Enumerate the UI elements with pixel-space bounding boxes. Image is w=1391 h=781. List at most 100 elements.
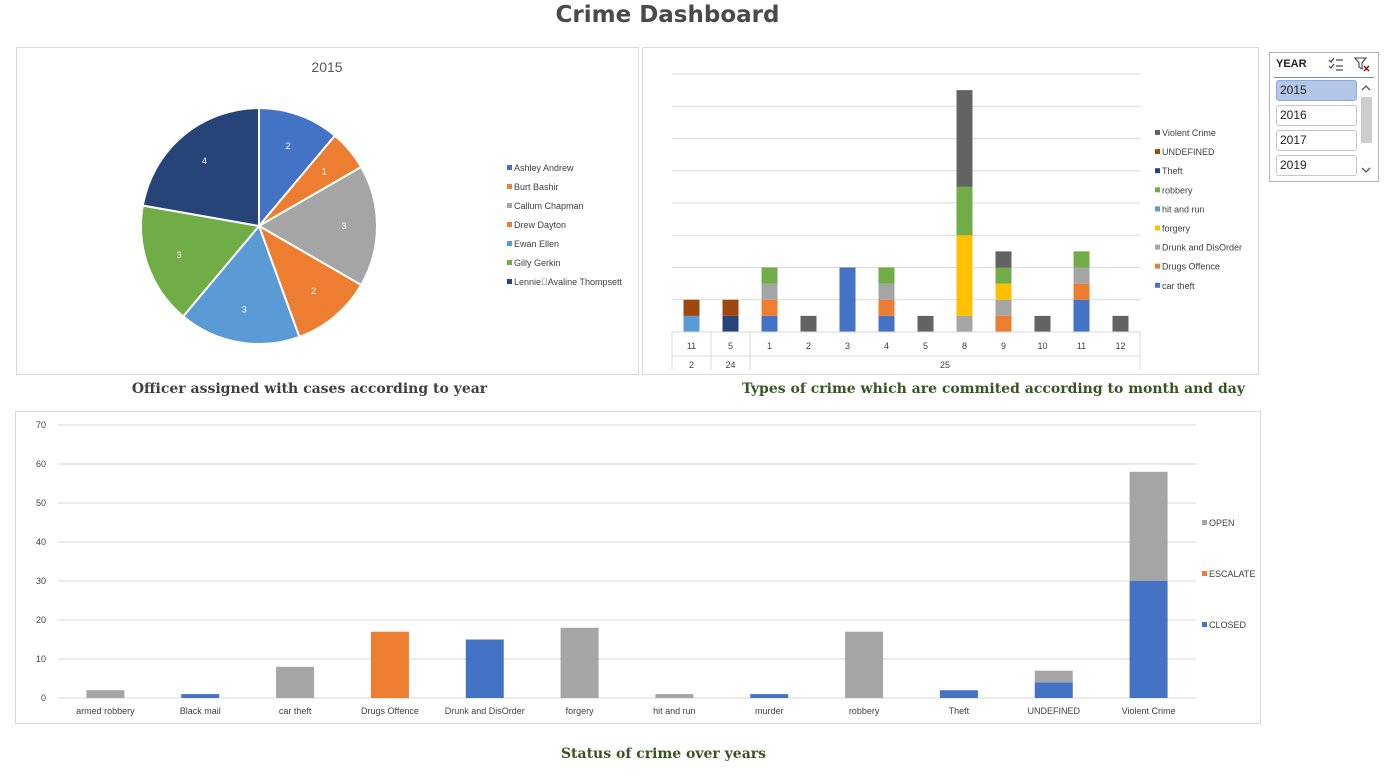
stack-bar-segment <box>1073 299 1090 332</box>
x-group-label: 2 <box>689 360 694 370</box>
pie-data-label: 3 <box>242 305 247 315</box>
x-tick-label: 9 <box>1001 341 1006 351</box>
slicer-item-2015[interactable]: 2015 <box>1276 80 1357 101</box>
status-chart-caption: Status of crime over years <box>560 746 767 762</box>
legend-swatch <box>507 260 512 265</box>
stack-bar-segment <box>761 315 778 332</box>
status-bar-segment <box>1034 670 1073 683</box>
slicer-item-2019[interactable]: 2019 <box>1276 155 1357 176</box>
legend-swatch <box>1155 225 1160 231</box>
y-tick-label: 0 <box>41 693 46 703</box>
multi-select-icon[interactable] <box>1328 57 1344 72</box>
crime-type-chart-caption: Types of crime which are commited accord… <box>742 381 1245 397</box>
legend-entry: hit and run <box>1162 204 1205 214</box>
status-chart-panel[interactable]: 0 10 20 30 40 50 60 70 armed robbery Black mail ca… <box>15 411 1261 724</box>
legend-entry: Ewan Ellen <box>514 239 559 249</box>
x-tick-label: 8 <box>962 341 967 351</box>
status-bar-segment <box>750 694 789 698</box>
clear-filter-icon[interactable] <box>1353 57 1370 72</box>
x-group-label: 24 <box>725 360 735 370</box>
stack-bar-segment <box>839 267 856 332</box>
y-tick-label: 40 <box>36 537 46 547</box>
pie-data-label: 3 <box>177 250 182 260</box>
stack-bar-segment <box>722 315 739 332</box>
legend-swatch <box>1155 168 1160 174</box>
stack-bar-segment <box>995 251 1012 268</box>
x-tick-label: 2 <box>806 341 811 351</box>
legend-entry: Callum Chapman <box>514 201 584 211</box>
legend-swatch <box>507 165 512 170</box>
legend-entry: ESCALATE <box>1209 569 1255 579</box>
pie-chart: 2015 2 1 3 2 3 3 4 Ashley Andrew Burt Bashir Callu… <box>140 59 622 345</box>
pie-data-label: 4 <box>202 156 207 166</box>
stack-bar-segment <box>761 267 778 284</box>
x-tick-label: Violent Crime <box>1122 706 1176 716</box>
year-slicer[interactable]: YEAR 2015 2016 2017 2019 <box>1269 52 1379 182</box>
x-tick-label: hit and run <box>653 706 696 716</box>
status-bar-segment <box>181 694 220 698</box>
x-tick-label: 1 <box>767 341 772 351</box>
y-tick-label: 20 <box>36 615 46 625</box>
pie-chart-panel[interactable]: 2015 2 1 3 2 3 3 4 Ashley Andrew Burt Bashir Callu… <box>16 47 639 375</box>
stack-bar-segment <box>995 299 1012 316</box>
crime-type-chart-panel[interactable]: 11 5 1 2 3 4 5 8 9 10 11 12 2 24 25 Violent Crime UNDEFI… <box>642 47 1259 375</box>
status-of-crime-chart: 0 10 20 30 40 50 60 70 armed robbery Black mail ca… <box>36 420 1255 716</box>
pie-slice <box>141 106 260 228</box>
x-tick-label: 12 <box>1115 341 1125 351</box>
stack-bar-segment <box>878 267 895 284</box>
y-tick-label: 30 <box>36 576 46 586</box>
y-tick-label: 70 <box>36 420 46 430</box>
scroll-thumb <box>1361 97 1372 143</box>
x-tick-label: Drugs Offence <box>361 706 419 716</box>
stack-bar-segment <box>1112 315 1129 332</box>
status-bar-segment <box>1034 682 1073 698</box>
legend-swatch <box>1155 149 1160 155</box>
status-bar-segment <box>939 690 978 698</box>
slicer-divider <box>1274 77 1374 78</box>
scroll-up-icon <box>1361 85 1371 91</box>
legend-entry: CLOSED <box>1209 620 1247 630</box>
stack-bar-segment <box>722 299 739 316</box>
pie-slice <box>258 106 337 229</box>
x-tick-label: UNDEFINED <box>1027 706 1080 716</box>
stack-bar-segment <box>683 315 700 332</box>
stack-bar-segment <box>800 315 817 332</box>
x-tick-label: forgery <box>566 706 595 716</box>
stack-bar-segment <box>1073 251 1090 268</box>
pie-slice <box>257 223 363 339</box>
legend-swatch <box>1202 520 1207 525</box>
stack-bar-segment <box>956 186 973 236</box>
x-tick-label: 5 <box>923 341 928 351</box>
stack-bar-segment <box>878 283 895 300</box>
pie-slice <box>140 204 261 318</box>
legend-swatch <box>507 241 512 246</box>
x-tick-label: 3 <box>845 341 850 351</box>
legend-swatch <box>1202 571 1207 576</box>
legend-swatch <box>507 203 512 208</box>
x-tick-label: 11 <box>1077 341 1086 351</box>
legend-entry: Gilly Gerkin <box>514 258 561 268</box>
stack-bar-segment <box>761 283 778 300</box>
pie-data-label: 1 <box>322 166 327 176</box>
x-tick-label: armed robbery <box>76 706 135 716</box>
legend-entry: Ashley Andrew <box>514 163 574 173</box>
status-bar-segment <box>86 690 125 698</box>
stack-bar-segment <box>878 299 895 316</box>
slicer-header: YEAR <box>1276 58 1307 70</box>
legend-entry: OPEN <box>1209 518 1235 528</box>
y-tick-label: 60 <box>36 459 46 469</box>
slicer-item-2017[interactable]: 2017 <box>1276 130 1357 151</box>
x-group-label: 25 <box>940 360 950 370</box>
slicer-scrollbar[interactable] <box>1358 81 1374 177</box>
x-tick-label: 5 <box>728 341 733 351</box>
legend-swatch <box>1155 244 1160 250</box>
slicer-item-2016[interactable]: 2016 <box>1276 105 1357 126</box>
pie-slice <box>256 165 378 287</box>
pie-data-label: 3 <box>341 221 346 231</box>
status-bar-segment <box>560 627 599 698</box>
y-tick-label: 50 <box>36 498 46 508</box>
status-bar-segment <box>465 639 504 698</box>
legend-swatch <box>507 184 512 189</box>
legend-swatch <box>1155 263 1160 269</box>
